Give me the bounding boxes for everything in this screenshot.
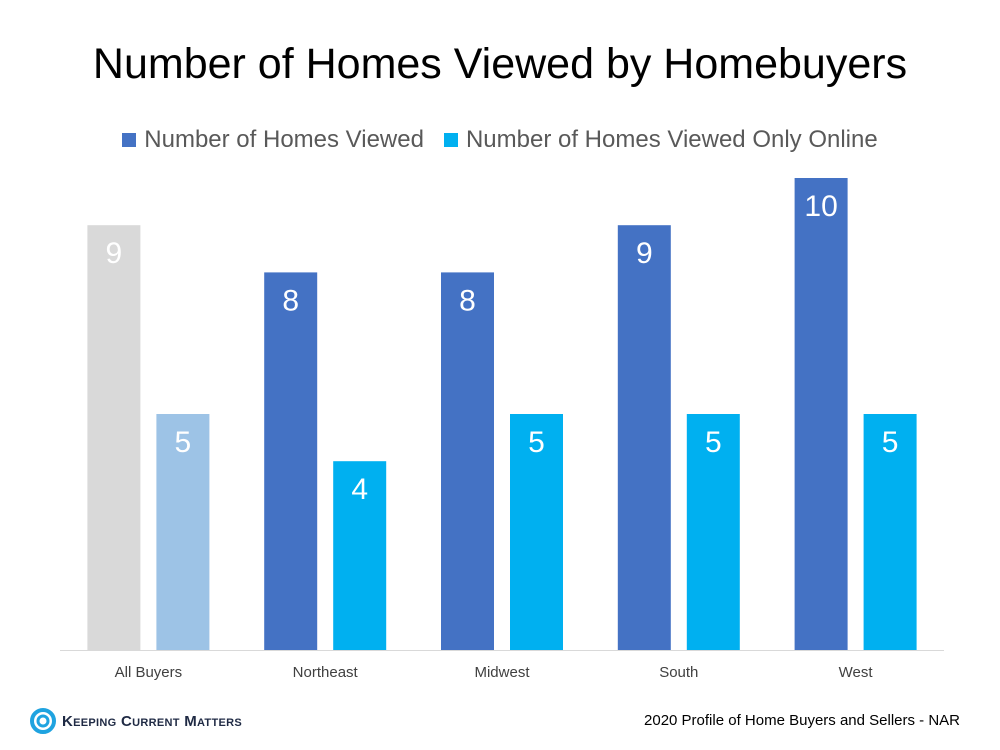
kcm-logo-text: Keeping Current Matters bbox=[62, 712, 242, 730]
kcm-logo-icon bbox=[30, 708, 56, 734]
bar-northeast-series-2 bbox=[333, 461, 387, 650]
legend-swatch-homes-viewed-online bbox=[443, 133, 458, 147]
bar-all-buyers-series-2 bbox=[156, 414, 210, 650]
legend-item-homes-viewed-online: Number of Homes Viewed Only Online bbox=[443, 126, 878, 154]
category-label-northeast: Northeast bbox=[293, 664, 359, 681]
bar-west-series-1 bbox=[794, 178, 848, 650]
legend-swatch-homes-viewed bbox=[122, 133, 137, 147]
data-label-all-buyers-series-1: 9 bbox=[106, 237, 123, 270]
category-label-south: South bbox=[659, 664, 698, 681]
category-label-all-buyers: All Buyers bbox=[115, 664, 183, 681]
bar-northeast-series-1 bbox=[264, 272, 318, 650]
data-label-south-series-2: 5 bbox=[705, 426, 722, 459]
data-label-west-series-2: 5 bbox=[882, 426, 899, 459]
bar-midwest-series-2 bbox=[510, 414, 563, 650]
chart-title: Number of Homes Viewed by Homebuyers bbox=[92, 40, 908, 88]
source-citation: 2020 Profile of Home Buyers and Sellers … bbox=[644, 712, 960, 729]
bar-south-series-1 bbox=[617, 225, 671, 650]
legend-item-homes-viewed: Number of Homes Viewed bbox=[122, 126, 424, 154]
category-label-west: West bbox=[839, 664, 874, 681]
bar-all-buyers-series-1 bbox=[87, 225, 141, 650]
data-label-midwest-series-2: 5 bbox=[528, 426, 545, 459]
data-label-northeast-series-1: 8 bbox=[282, 284, 299, 317]
data-label-south-series-1: 9 bbox=[636, 237, 653, 270]
bar-midwest-series-1 bbox=[441, 272, 494, 650]
kcm-logo: Keeping Current Matters bbox=[30, 708, 242, 734]
legend-label-homes-viewed-online: Number of Homes Viewed Only Online bbox=[465, 126, 878, 153]
data-label-northeast-series-2: 4 bbox=[351, 473, 368, 506]
data-label-west-series-1: 10 bbox=[804, 190, 837, 223]
legend-label-homes-viewed: Number of Homes Viewed bbox=[144, 126, 424, 153]
category-label-midwest: Midwest bbox=[474, 664, 530, 681]
data-label-all-buyers-series-2: 5 bbox=[175, 426, 192, 459]
bar-west-series-2 bbox=[863, 414, 917, 650]
bar-south-series-2 bbox=[686, 414, 740, 650]
data-label-midwest-series-1: 8 bbox=[459, 284, 476, 317]
chart-legend: Number of Homes Viewed Number of Homes V… bbox=[0, 126, 1000, 154]
